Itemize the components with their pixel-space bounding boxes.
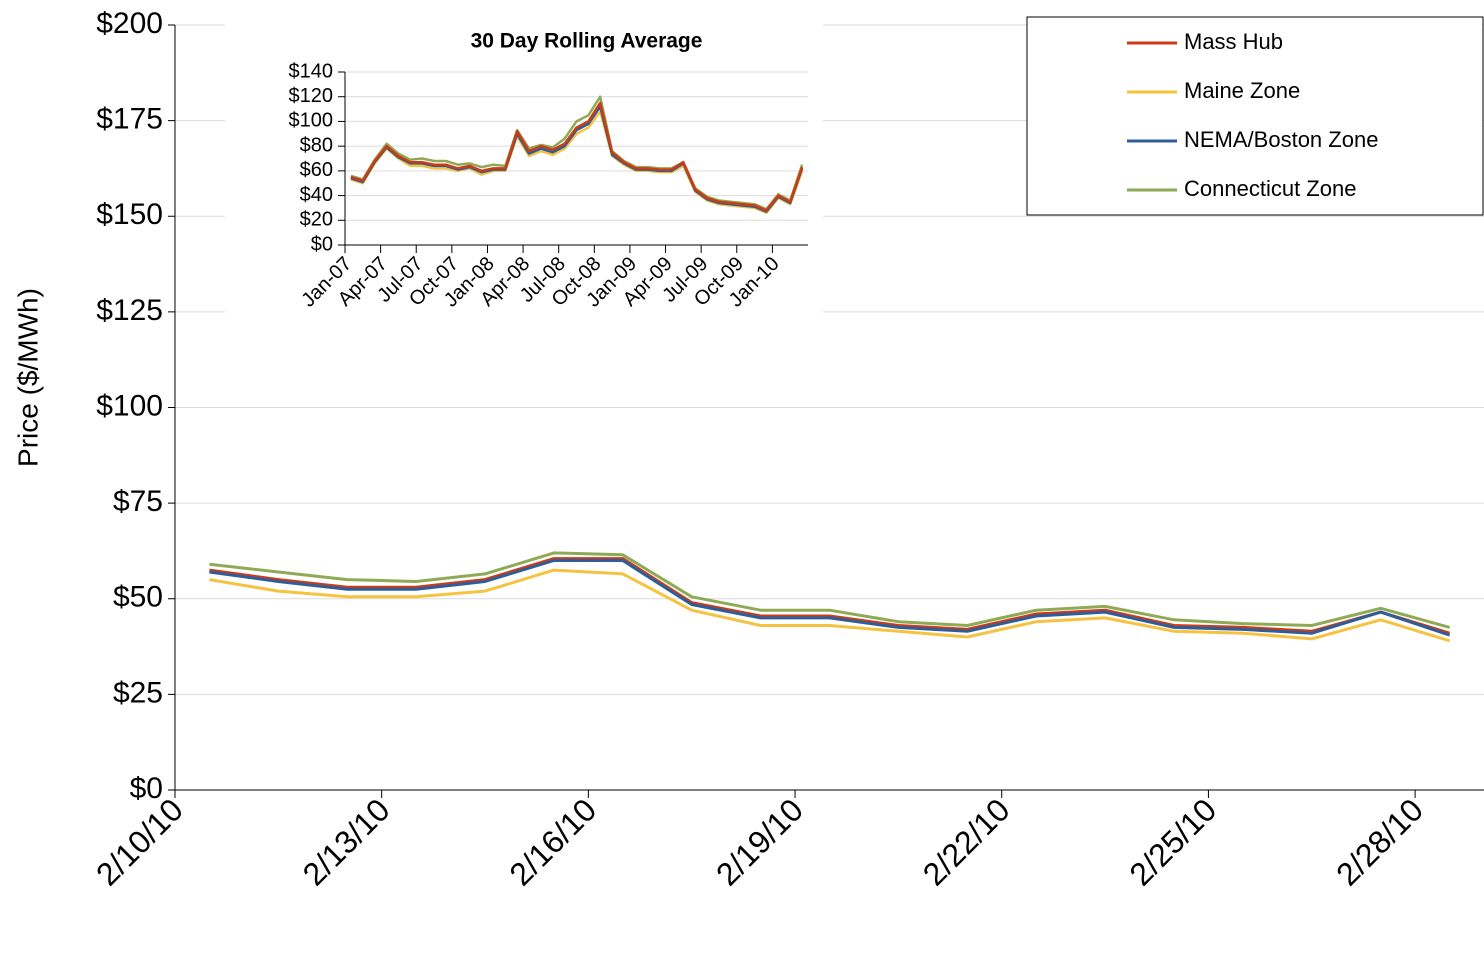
y-tick-label: $0 (311, 233, 333, 255)
x-tick-label: 2/28/10 (1329, 791, 1430, 892)
y-tick-label: $100 (96, 389, 163, 422)
y-axis-title: Price ($/MWh) (12, 288, 43, 467)
x-tick-label: 2/25/10 (1122, 791, 1223, 892)
series-line (209, 551, 1451, 629)
y-tick-label: $80 (300, 134, 333, 156)
x-tick-label: 2/22/10 (916, 791, 1017, 892)
y-tick-label: $25 (113, 676, 163, 709)
legend-label: NEMA/Boston Zone (1184, 127, 1378, 152)
y-tick-label: $200 (96, 7, 163, 40)
series-line (350, 110, 804, 215)
y-tick-label: $0 (130, 772, 163, 805)
legend-label: Maine Zone (1184, 78, 1300, 103)
y-tick-label: $50 (113, 581, 163, 614)
legend (1026, 16, 1484, 216)
y-tick-label: $150 (96, 198, 163, 231)
y-tick-label: $100 (289, 110, 334, 132)
y-tick-label: $60 (300, 159, 333, 181)
series-line (350, 101, 804, 212)
y-tick-label: $140 (289, 60, 334, 82)
x-tick-label: 2/13/10 (296, 791, 397, 892)
x-tick-label: 2/10/10 (89, 791, 190, 892)
y-tick-label: $40 (300, 184, 333, 206)
series-line (209, 557, 1451, 635)
y-tick-label: $75 (113, 485, 163, 518)
series-line (209, 559, 1451, 637)
legend-label: Mass Hub (1184, 29, 1283, 54)
series-line (209, 568, 1451, 643)
legend-label: Connecticut Zone (1184, 176, 1356, 201)
x-tick-label: 2/16/10 (502, 791, 603, 892)
y-tick-label: $120 (289, 85, 334, 107)
y-tick-label: $125 (96, 294, 163, 327)
inset-background (225, 20, 823, 340)
y-tick-label: $175 (96, 103, 163, 136)
x-tick-label: 2/19/10 (709, 791, 810, 892)
y-tick-label: $20 (300, 209, 333, 231)
chart-title: 30 Day Rolling Average (471, 30, 703, 53)
